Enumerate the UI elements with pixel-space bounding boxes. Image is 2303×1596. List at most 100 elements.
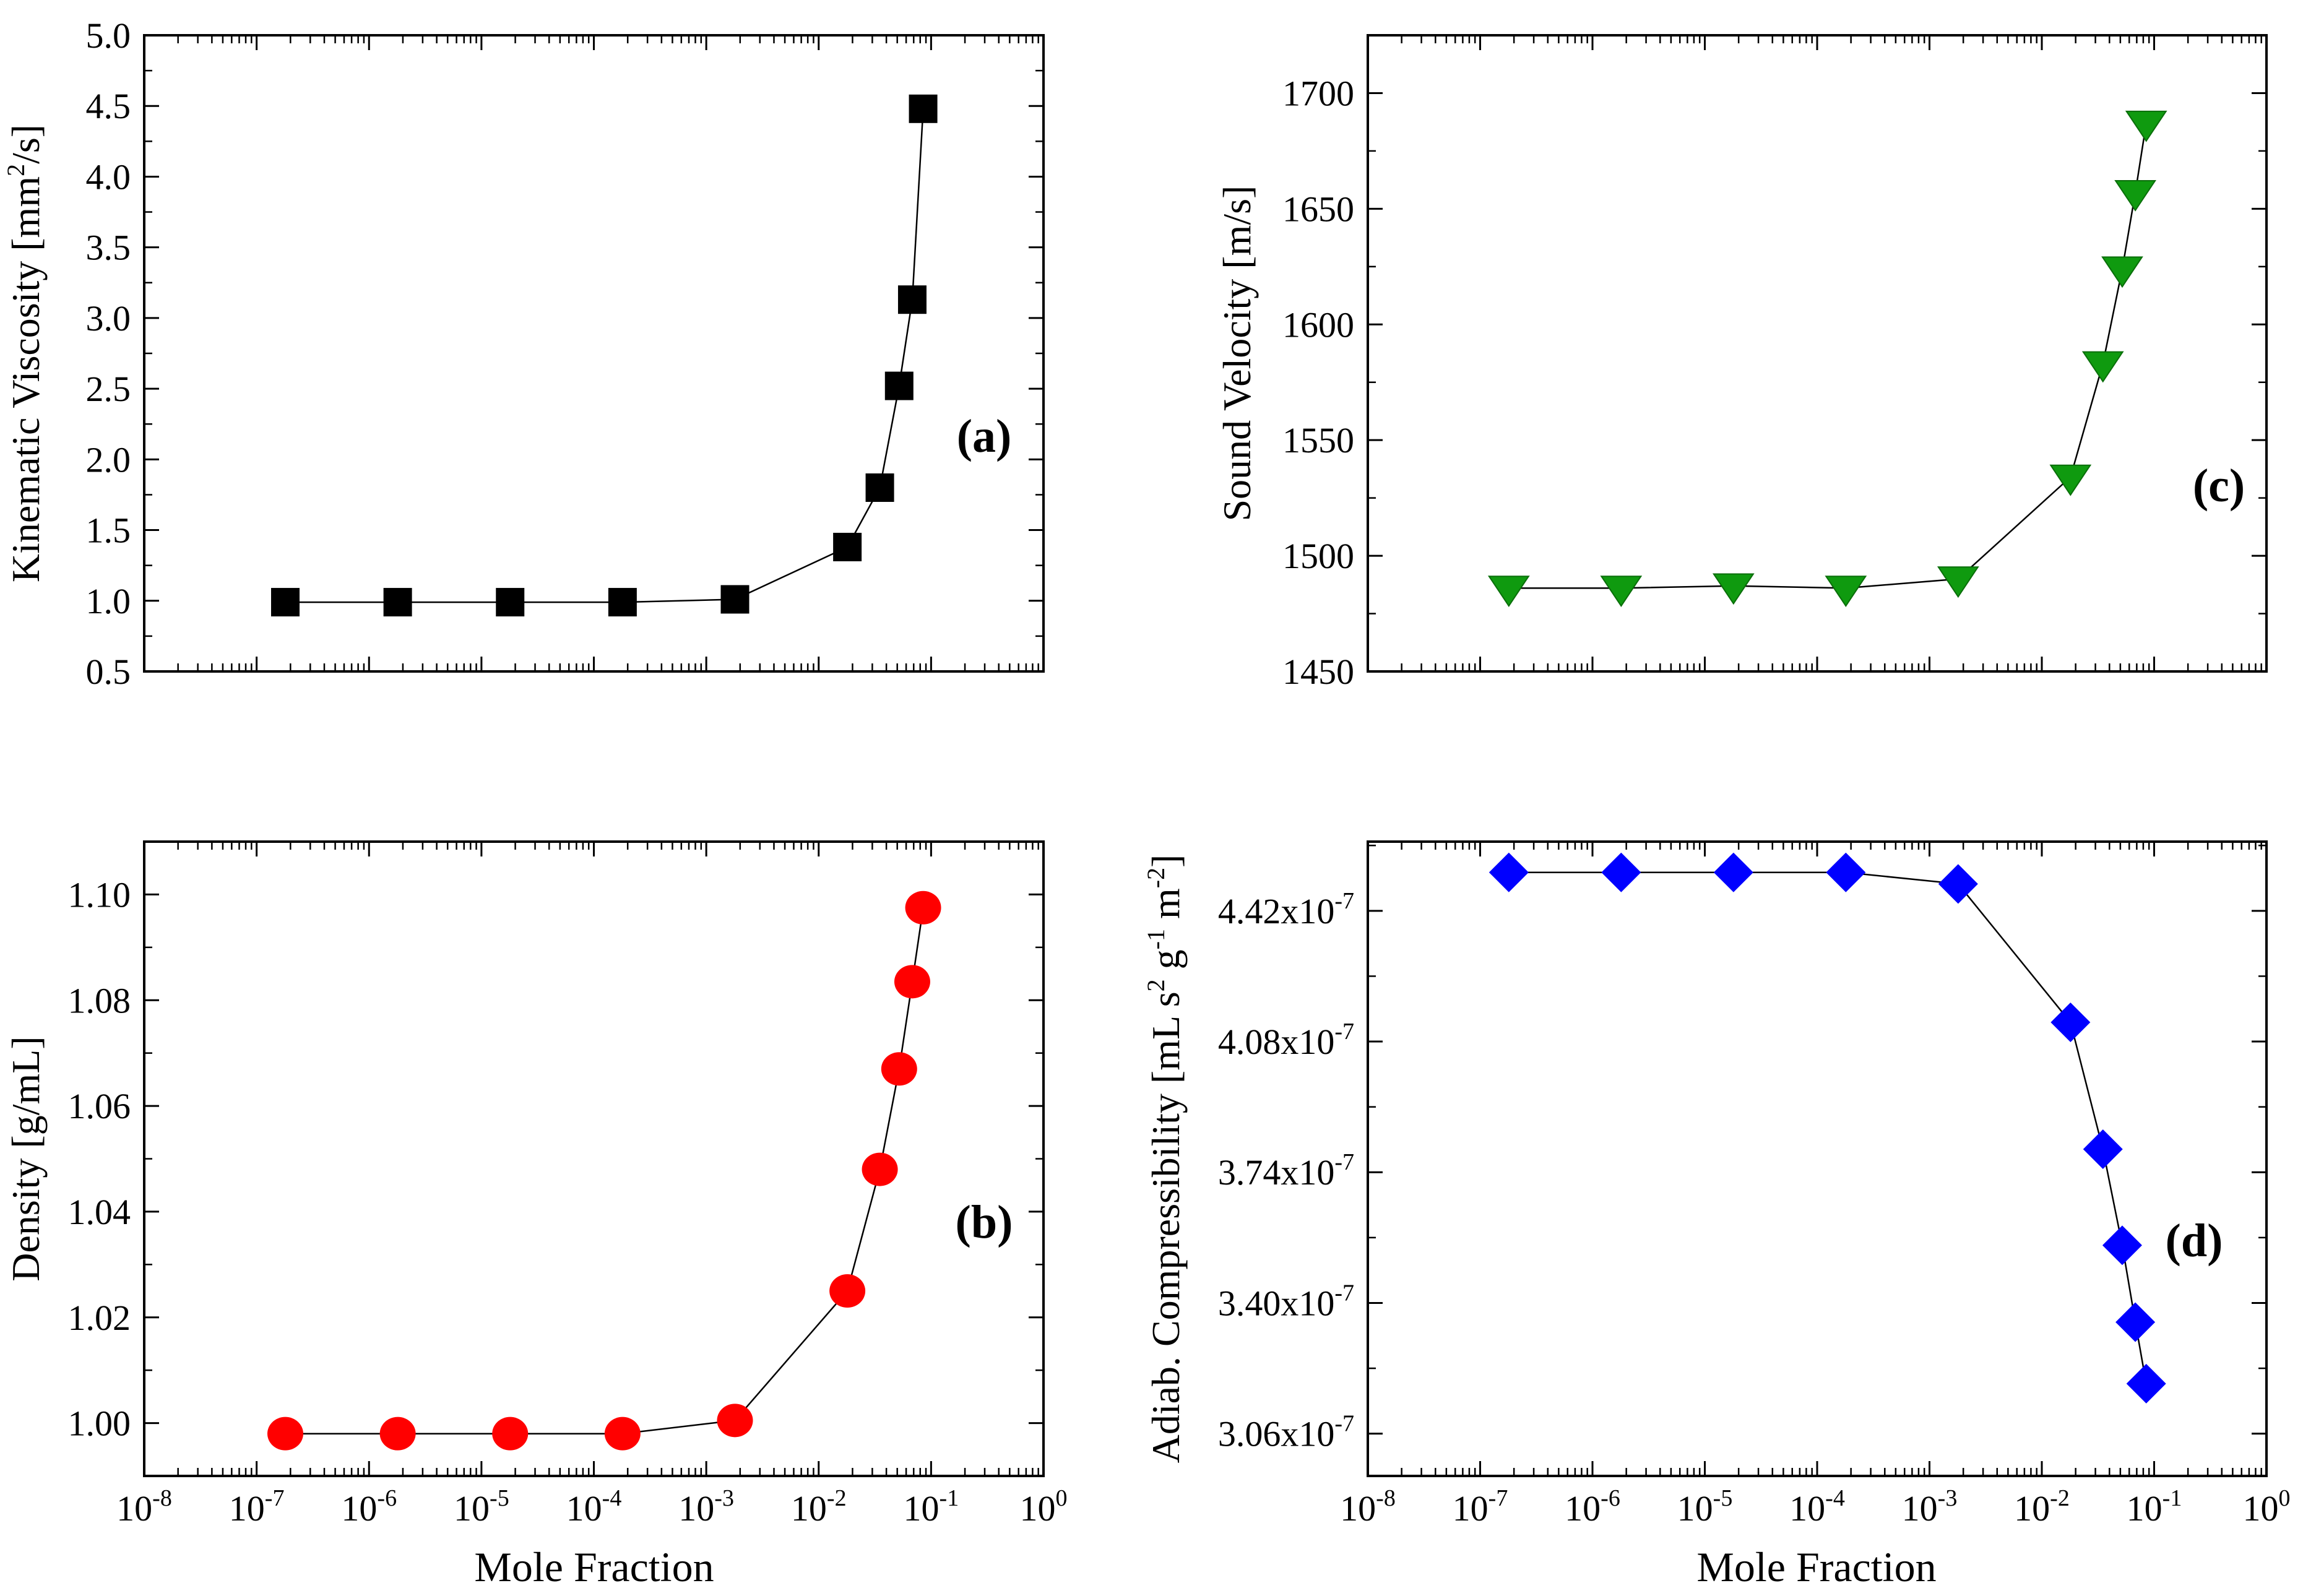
panel-label: (c) <box>2193 460 2245 512</box>
data-point-diamond <box>2083 1129 2123 1169</box>
x-tick-label-base: 10 <box>341 1488 377 1529</box>
x-tick-label-base: 10 <box>229 1488 265 1529</box>
y-tick-label: 1.5 <box>86 511 131 551</box>
y-axis-title-part: Adiab. Compressibility [mL s <box>1144 991 1188 1463</box>
data-point-triangle <box>1937 566 1979 598</box>
x-tick-label-exponent: -6 <box>1601 1485 1620 1511</box>
y-tick-label: 1.04 <box>68 1192 131 1232</box>
data-point-triangle <box>1487 576 1530 608</box>
y-tick-label: 1650 <box>1282 189 1354 229</box>
y-tick-label: 1700 <box>1282 73 1354 113</box>
y-tick-label-base: 1600 <box>1282 304 1354 345</box>
x-tick-label: 10-8 <box>1340 1485 1396 1529</box>
x-tick-label-base: 10 <box>1789 1488 1825 1529</box>
y-axis-title-part: /s] <box>4 124 48 164</box>
y-tick-label: 1450 <box>1282 652 1354 692</box>
x-tick-label: 10-7 <box>1453 1485 1508 1529</box>
y-tick-label: 3.0 <box>86 298 131 339</box>
y-tick-label-base: 1450 <box>1282 652 1354 692</box>
y-tick-label-base: 1.02 <box>68 1298 131 1338</box>
y-tick-label: 1.08 <box>68 980 131 1020</box>
y-tick-label-base: 3.0 <box>86 298 131 339</box>
plot-frame <box>143 840 1045 1477</box>
series-line <box>1508 123 2147 589</box>
y-axis-title: Sound Velocity [m/s] <box>1215 186 1259 522</box>
x-tick-label-exponent: -5 <box>490 1485 509 1511</box>
data-point-square <box>720 585 750 614</box>
y-tick-label-base: 1.00 <box>68 1404 131 1444</box>
x-tick-label-base: 10 <box>904 1488 940 1529</box>
data-point-diamond <box>2102 1225 2142 1266</box>
y-axis-title-part: m <box>1144 888 1188 929</box>
y-tick-label: 2.5 <box>86 369 131 409</box>
data-point-square <box>865 473 894 503</box>
x-tick-label-base: 10 <box>678 1488 714 1529</box>
y-tick-label-base: 1.10 <box>68 874 131 915</box>
data-point-triangle <box>2114 179 2156 212</box>
series-line <box>1508 871 2147 1384</box>
y-tick-label-base: 1.04 <box>68 1192 131 1232</box>
x-tick-label: 10-6 <box>341 1485 397 1529</box>
x-tick-label-exponent: -6 <box>377 1485 397 1511</box>
x-tick-label: 10-3 <box>1902 1485 1958 1529</box>
data-point-triangle <box>1600 576 1643 608</box>
data-point-diamond <box>1938 864 1978 904</box>
x-tick-label-base: 10 <box>454 1488 490 1529</box>
y-tick-label-base: 2.0 <box>86 439 131 480</box>
x-tick-label-base: 10 <box>791 1488 827 1529</box>
data-point-triangle <box>2081 351 2124 383</box>
y-tick-label-base: 2.5 <box>86 369 131 409</box>
x-tick-label: 10-1 <box>2127 1485 2182 1529</box>
y-axis-title-part: Sound Velocity [m/s] <box>1215 186 1259 522</box>
x-tick-label-base: 10 <box>1453 1488 1489 1529</box>
x-tick-label: 10-5 <box>454 1485 509 1529</box>
y-tick-label-base: 1.08 <box>68 980 131 1020</box>
x-tick-label: 10-2 <box>791 1485 847 1529</box>
y-axis-title-part: 2 <box>2 164 30 176</box>
y-tick-label: 3.74x10-7 <box>1218 1149 1354 1193</box>
y-tick-label: 3.5 <box>86 228 131 268</box>
data-point-diamond <box>2115 1302 2156 1342</box>
data-point-triangle <box>2101 256 2143 288</box>
y-axis-title-part: Kinematic Viscosity [mm <box>4 176 48 582</box>
y-tick-label: 4.5 <box>86 86 131 126</box>
panel-d-adiabatic-compressibility: 10-8 10-7 10-6 10-5 10-4 10-3 10-2 10-1 1003.06x… <box>1142 840 2291 1529</box>
x-tick-label-exponent: -3 <box>1938 1485 1958 1511</box>
x-tick-label: 10-8 <box>116 1485 172 1529</box>
x-tick-label: 100 <box>1020 1485 1068 1529</box>
data-point-square <box>383 588 412 617</box>
x-tick-label-exponent: -7 <box>265 1485 285 1511</box>
x-tick-label-exponent: -4 <box>1825 1485 1845 1511</box>
y-tick-label-base: 1550 <box>1282 420 1354 460</box>
x-tick-label-exponent: -8 <box>152 1485 172 1511</box>
y-axis-title: Kinematic Viscosity [mm2/s] <box>2 124 48 582</box>
data-point-triangle <box>1825 576 1867 608</box>
data-point-diamond <box>1601 852 1641 892</box>
x-tick-label: 10-4 <box>566 1485 622 1529</box>
y-axis-title: Density [g/mL] <box>4 1036 48 1281</box>
y-tick-label: 1.06 <box>68 1086 131 1126</box>
y-tick-label-base: 0.5 <box>86 652 131 692</box>
panel-a-kinematic-viscosity: 0.5 1.0 1.5 2.0 2.5 3.0 3.5 4.0 4.5 5.0 Kinematic … <box>2 15 1045 692</box>
data-point-diamond <box>1489 852 1529 892</box>
panel-label: (b) <box>956 1196 1013 1248</box>
series-line <box>285 108 924 603</box>
x-axis-title-right: Mole Fraction <box>1696 1543 1936 1590</box>
y-tick-label-base: 5.0 <box>86 15 131 56</box>
y-tick-label: 1.00 <box>68 1404 131 1444</box>
x-tick-label-base: 10 <box>566 1488 602 1529</box>
x-tick-label: 10-7 <box>229 1485 285 1529</box>
y-tick-label: 3.40x10-7 <box>1218 1280 1354 1323</box>
y-tick-label: 3.06x10-7 <box>1218 1411 1354 1454</box>
x-tick-label-exponent: 0 <box>2279 1485 2291 1511</box>
data-point-square <box>496 588 525 617</box>
plot-frame <box>143 34 1045 673</box>
y-tick-label-base: 1.0 <box>86 581 131 621</box>
y-tick-label-base: 3.40x10 <box>1218 1283 1335 1323</box>
data-point-diamond <box>2126 1363 2166 1404</box>
y-tick-label-base: 3.5 <box>86 228 131 268</box>
y-tick-label-base: 4.5 <box>86 86 131 126</box>
x-tick-label-base: 10 <box>2127 1488 2163 1529</box>
y-tick-label-exponent: -7 <box>1334 1019 1354 1045</box>
data-point-circle <box>267 1417 303 1451</box>
